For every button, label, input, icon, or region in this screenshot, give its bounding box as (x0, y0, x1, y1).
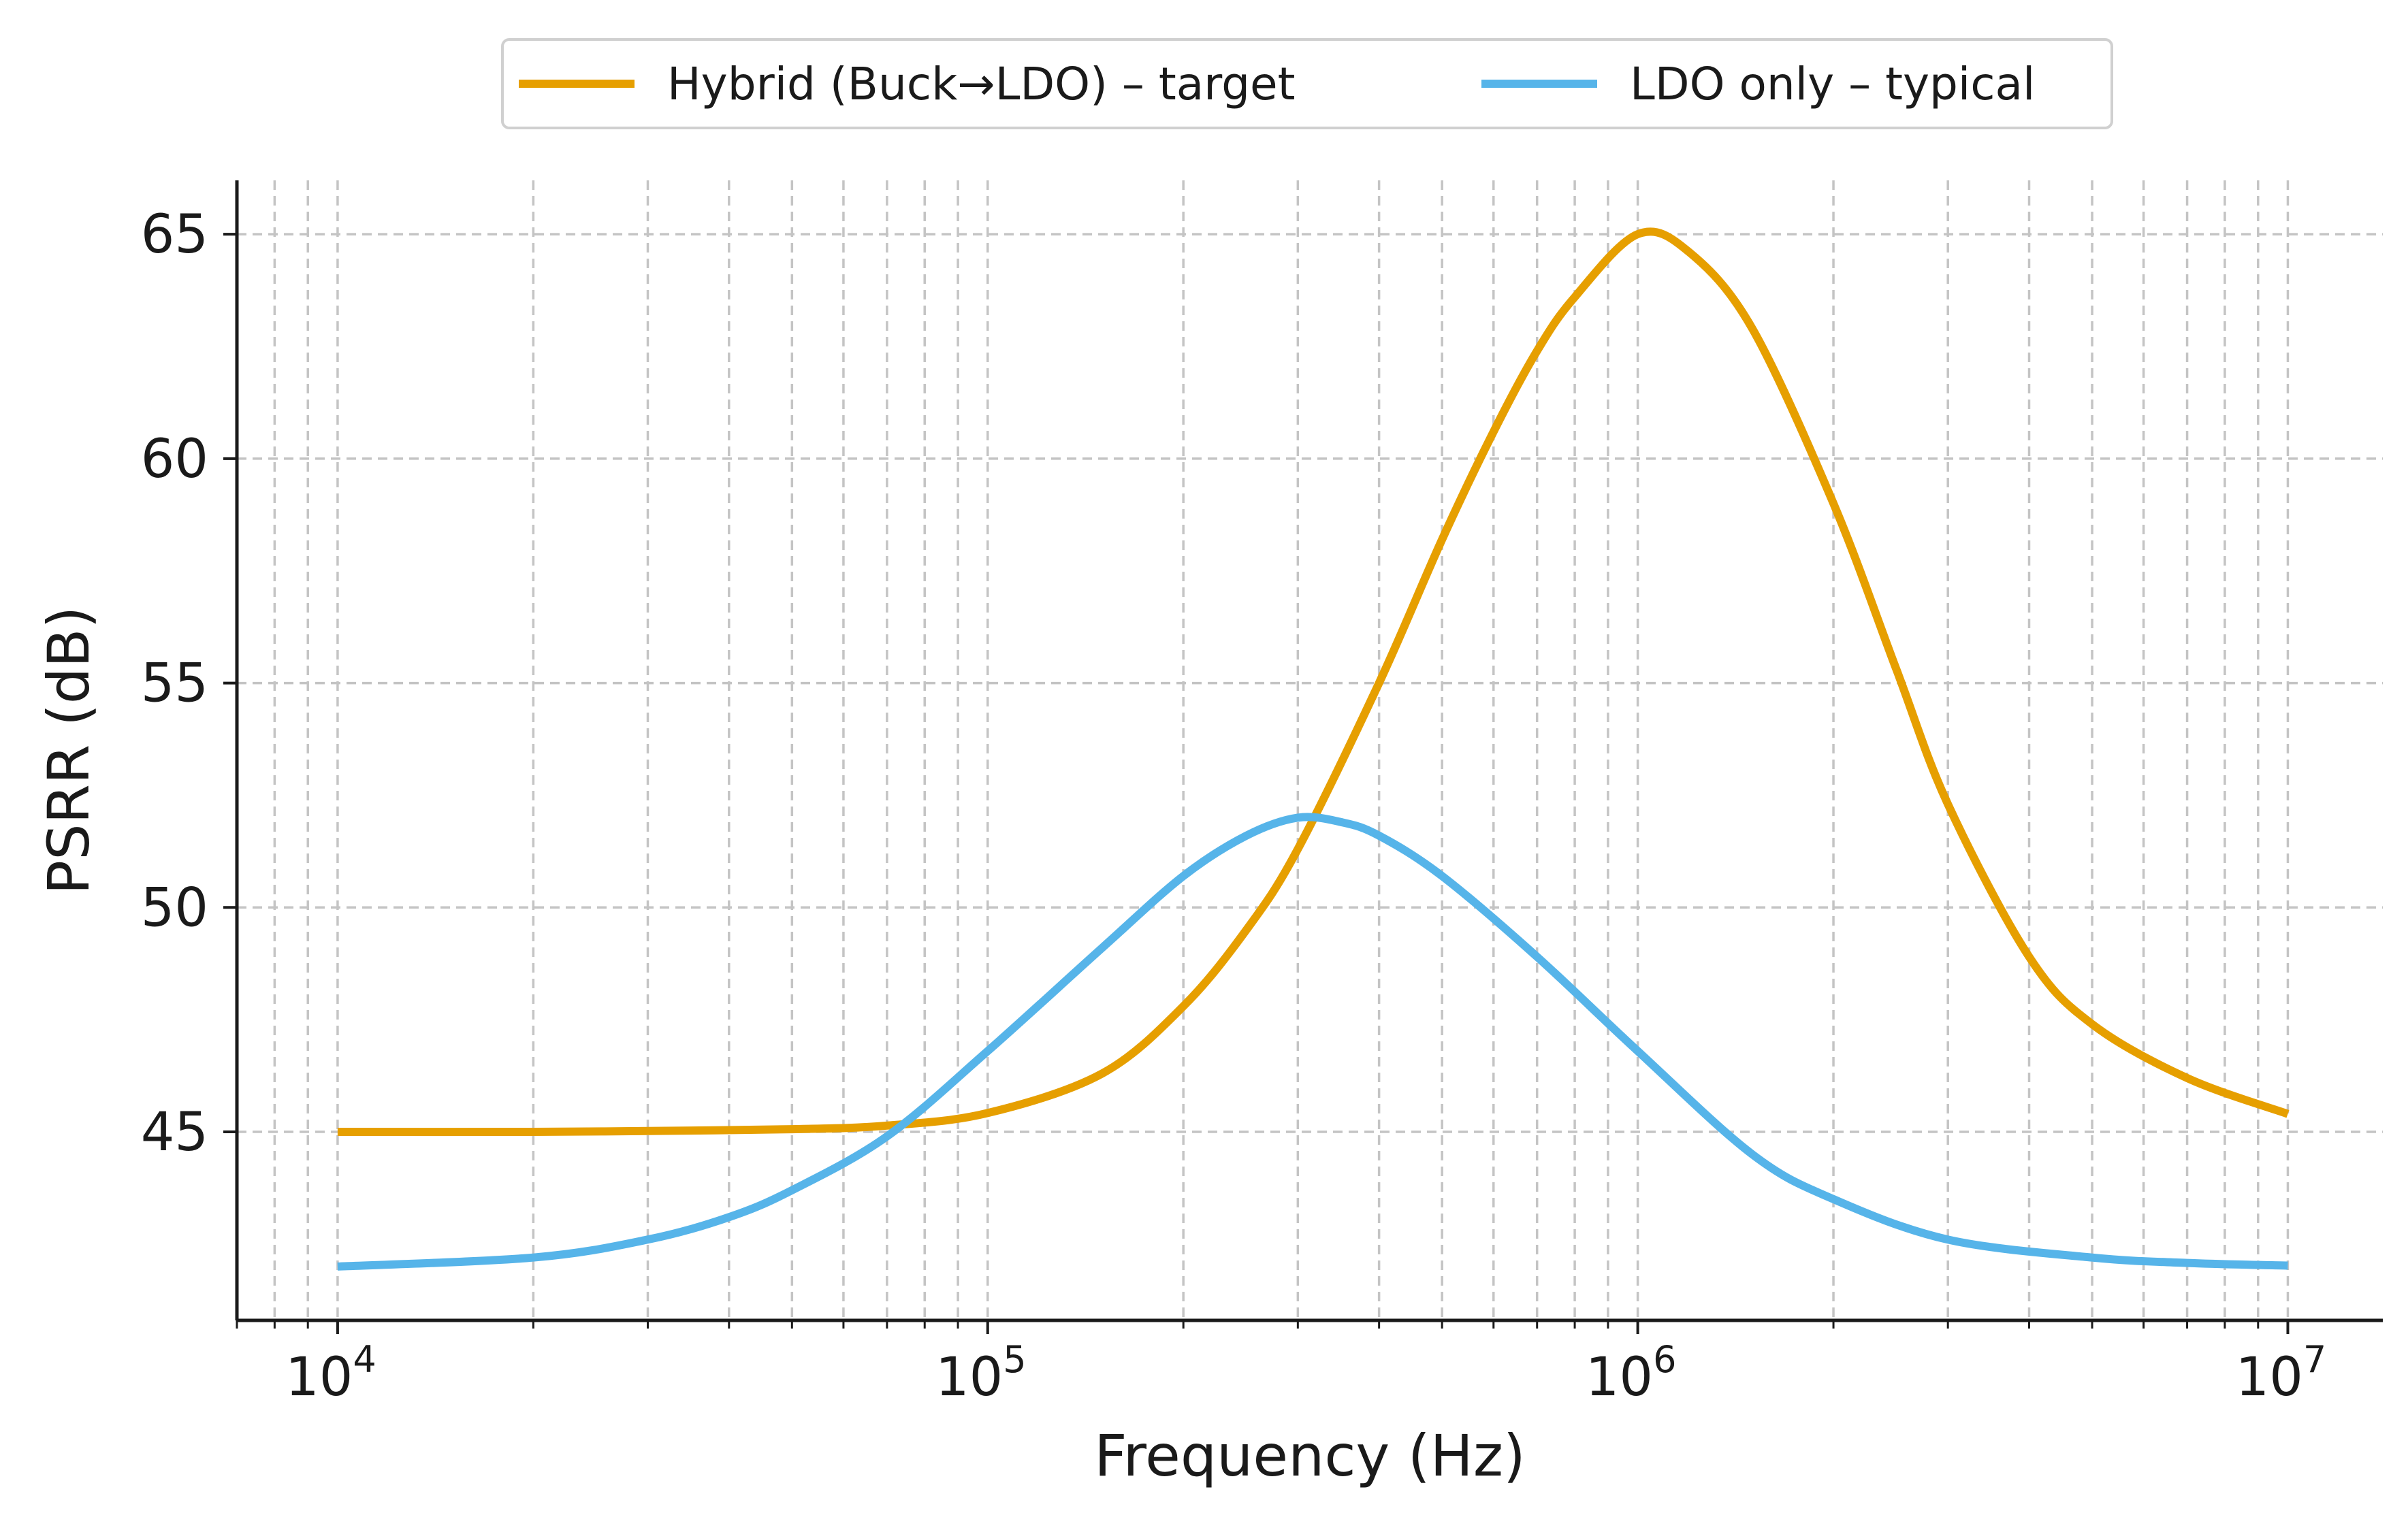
x-axis-title: Frequency (Hz) (1094, 1422, 1525, 1489)
x-tick-label: 105 (935, 1338, 1027, 1408)
y-tick-label: 45 (141, 1102, 208, 1163)
legend: Hybrid (Buck→LDO) – target LDO only – typ… (501, 38, 2113, 129)
tick-marks (223, 233, 2290, 1334)
legend-label-1: Hybrid (Buck→LDO) – target (667, 58, 1296, 110)
grid (236, 180, 2383, 1320)
legend-entries: Hybrid (Buck→LDO) – target LDO only – typ… (519, 58, 2035, 110)
x-tick-label: 104 (285, 1338, 376, 1408)
y-axis-title: PSRR (dB) (35, 606, 102, 895)
legend-label-2: LDO only – typical (1630, 58, 2035, 110)
series-lines (337, 227, 2290, 1271)
axes (235, 180, 2383, 1322)
series-line-1 (337, 227, 2290, 1137)
tick-labels: 45 50 55 60 65 104 105 106 107 (141, 204, 2327, 1408)
x-tick-label: 106 (1586, 1338, 1677, 1408)
y-tick-label: 65 (141, 204, 208, 265)
legend-frame (501, 38, 2113, 129)
y-tick-label: 60 (141, 429, 208, 490)
series-line-2 (337, 813, 2288, 1271)
x-tick-label: 107 (2236, 1338, 2327, 1408)
y-tick-label: 50 (141, 877, 208, 939)
y-tick-label: 55 (141, 653, 208, 715)
